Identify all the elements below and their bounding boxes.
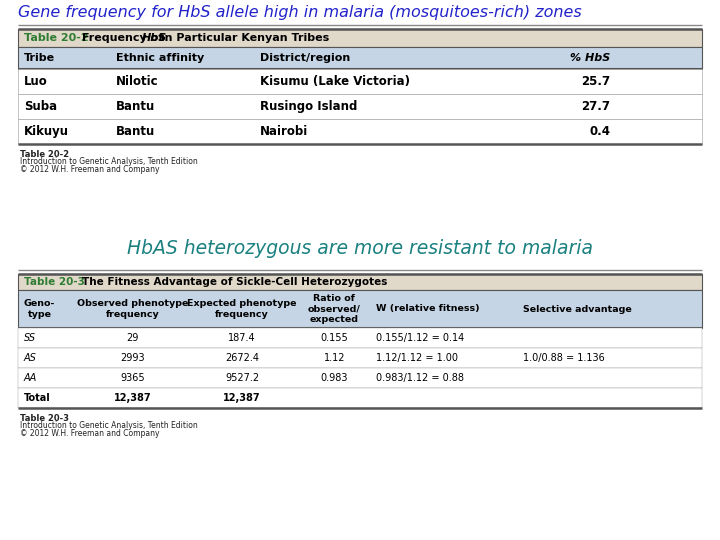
Text: Observed phenotype
frequency: Observed phenotype frequency (77, 299, 188, 319)
Bar (18, 388, 702, 408)
Text: Table 20-2: Table 20-2 (20, 150, 69, 159)
Text: 0.983/1.12 = 0.88: 0.983/1.12 = 0.88 (377, 373, 464, 383)
Text: 12,387: 12,387 (223, 393, 261, 403)
Text: © 2012 W.H. Freeman and Company: © 2012 W.H. Freeman and Company (20, 165, 160, 174)
Text: 9527.2: 9527.2 (225, 373, 259, 383)
Text: Rusingo Island: Rusingo Island (260, 100, 357, 113)
Text: 9365: 9365 (120, 373, 145, 383)
Text: Total: Total (24, 393, 50, 403)
Bar (18, 47, 702, 69)
Text: © 2012 W.H. Freeman and Company: © 2012 W.H. Freeman and Company (20, 429, 160, 438)
Text: Introduction to Genetic Analysis, Tenth Edition: Introduction to Genetic Analysis, Tenth … (20, 158, 198, 166)
Bar (18, 119, 702, 144)
Text: 2993: 2993 (120, 353, 145, 363)
Text: 0.983: 0.983 (320, 373, 348, 383)
Text: Tribe: Tribe (24, 53, 55, 63)
Text: Nilotic: Nilotic (117, 75, 159, 88)
Text: Nairobi: Nairobi (260, 125, 308, 138)
Text: 0.155/1.12 = 0.14: 0.155/1.12 = 0.14 (377, 333, 464, 343)
Text: Frequency of: Frequency of (82, 33, 167, 43)
Text: SS: SS (24, 333, 36, 343)
Bar (18, 368, 702, 388)
Text: 2672.4: 2672.4 (225, 353, 259, 363)
Bar (18, 290, 702, 328)
Text: Bantu: Bantu (117, 125, 156, 138)
Text: % HbS: % HbS (570, 53, 611, 63)
Bar (18, 328, 702, 348)
Text: Selective advantage: Selective advantage (523, 305, 632, 314)
Text: Introduction to Genetic Analysis, Tenth Edition: Introduction to Genetic Analysis, Tenth … (20, 422, 198, 430)
Bar (18, 348, 702, 368)
Text: Gene frequency for HbS allele high in malaria (mosquitoes-rich) zones: Gene frequency for HbS allele high in ma… (18, 4, 582, 19)
Text: Kikuyu: Kikuyu (24, 125, 69, 138)
Text: 27.7: 27.7 (582, 100, 611, 113)
Text: 12,387: 12,387 (114, 393, 151, 403)
Text: 1.12/1.12 = 1.00: 1.12/1.12 = 1.00 (377, 353, 458, 363)
Text: Luo: Luo (24, 75, 48, 88)
Text: 0.155: 0.155 (320, 333, 348, 343)
Text: Kisumu (Lake Victoria): Kisumu (Lake Victoria) (260, 75, 410, 88)
Text: 1.12: 1.12 (323, 353, 345, 363)
Text: W (relative fitness): W (relative fitness) (377, 305, 480, 314)
Text: AS: AS (24, 353, 37, 363)
Text: 187.4: 187.4 (228, 333, 256, 343)
Bar (18, 94, 702, 119)
Text: Expected phenotype
frequency: Expected phenotype frequency (187, 299, 297, 319)
Bar (18, 29, 702, 47)
Text: Ethnic affinity: Ethnic affinity (117, 53, 204, 63)
Text: HbS: HbS (142, 33, 167, 43)
Text: 1.0/0.88 = 1.136: 1.0/0.88 = 1.136 (523, 353, 605, 363)
Text: Ratio of
observed/
expected: Ratio of observed/ expected (308, 294, 361, 324)
Text: in Particular Kenyan Tribes: in Particular Kenyan Tribes (158, 33, 330, 43)
Bar (18, 69, 702, 94)
Bar (18, 274, 702, 290)
Text: AA: AA (24, 373, 37, 383)
Text: 25.7: 25.7 (581, 75, 611, 88)
Text: Geno-
type: Geno- type (24, 299, 55, 319)
Text: Table 20-2: Table 20-2 (24, 33, 89, 43)
Text: HbAS heterozygous are more resistant to malaria: HbAS heterozygous are more resistant to … (127, 240, 593, 259)
Text: 0.4: 0.4 (590, 125, 611, 138)
Text: Bantu: Bantu (117, 100, 156, 113)
Text: District/region: District/region (260, 53, 350, 63)
Text: The Fitness Advantage of Sickle-Cell Heterozygotes: The Fitness Advantage of Sickle-Cell Het… (82, 277, 387, 287)
Text: 29: 29 (127, 333, 139, 343)
Text: Table 20-3: Table 20-3 (24, 277, 85, 287)
Text: Table 20-3: Table 20-3 (20, 414, 69, 423)
Text: Suba: Suba (24, 100, 57, 113)
